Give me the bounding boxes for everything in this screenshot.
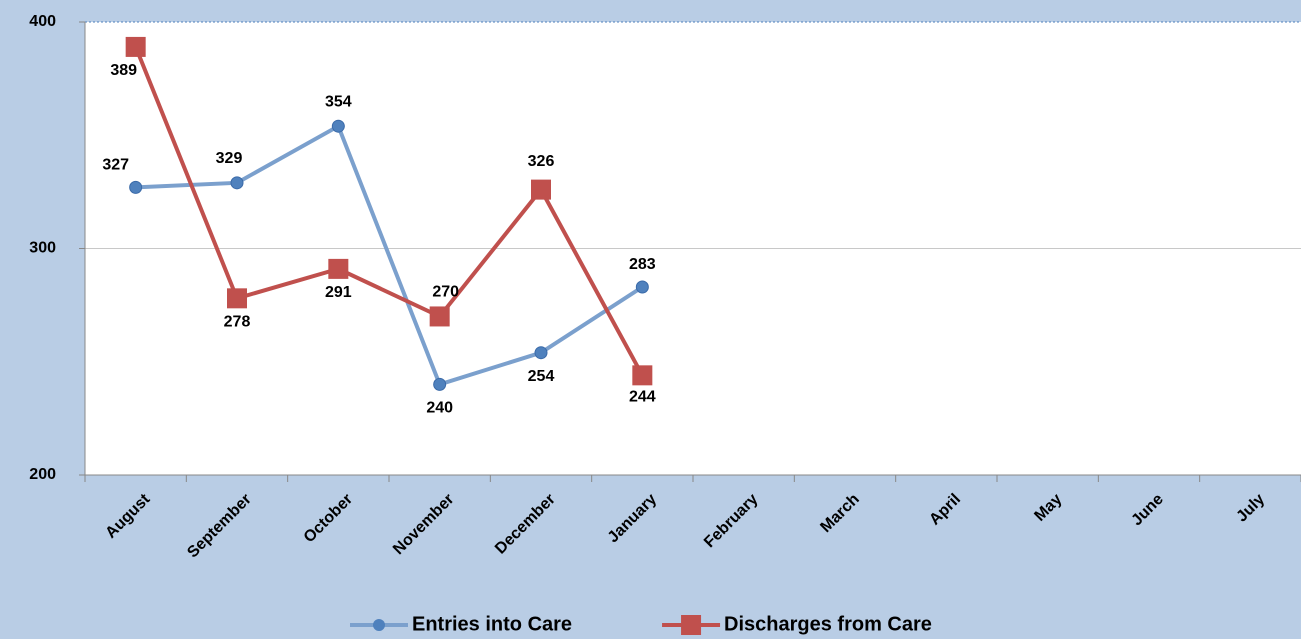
data-label: 354 xyxy=(325,93,352,110)
legend-label: Entries into Care xyxy=(412,613,572,635)
data-label: 278 xyxy=(224,314,251,331)
series-line xyxy=(133,46,645,377)
marker xyxy=(331,119,345,133)
y-tick-label: 300 xyxy=(29,240,56,257)
data-label: 244 xyxy=(629,389,656,406)
y-tick-label: 400 xyxy=(29,13,56,30)
marker xyxy=(632,365,653,386)
marker xyxy=(531,179,551,200)
y-tick-label: 200 xyxy=(29,466,56,483)
data-label: 327 xyxy=(102,157,129,174)
data-label: 240 xyxy=(426,400,453,417)
marker xyxy=(433,377,447,391)
data-label: 270 xyxy=(432,284,459,301)
marker xyxy=(635,280,649,294)
data-label: 291 xyxy=(325,284,352,301)
marker xyxy=(328,258,349,279)
data-label: 329 xyxy=(216,150,243,167)
data-label: 389 xyxy=(110,62,137,79)
data-label: 254 xyxy=(528,368,555,385)
marker xyxy=(429,306,450,327)
marker xyxy=(125,36,146,57)
legend-marker xyxy=(681,615,702,635)
marker xyxy=(230,176,244,190)
series-line xyxy=(135,123,644,387)
legend-marker xyxy=(373,619,385,631)
marker xyxy=(129,180,143,194)
legend-label: Discharges from Care xyxy=(724,613,932,635)
data-label: 283 xyxy=(629,256,656,273)
marker xyxy=(534,346,548,360)
marker xyxy=(227,288,247,309)
data-label: 326 xyxy=(528,153,555,170)
